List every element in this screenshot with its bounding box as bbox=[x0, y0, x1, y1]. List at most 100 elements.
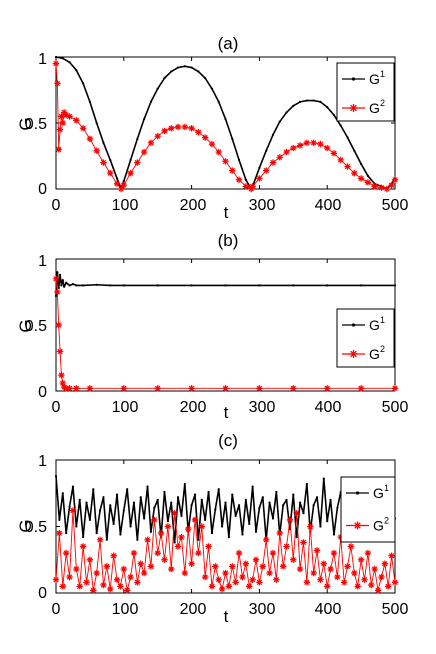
panel-a-series-2-point bbox=[195, 129, 202, 136]
panel-b-series-2-point bbox=[52, 275, 60, 282]
panel-b-ytick-0: 0 bbox=[38, 384, 47, 401]
panel-c-series-2-point bbox=[96, 536, 104, 543]
panel-c-series-1-point bbox=[65, 532, 68, 535]
panel-a-series-1-point bbox=[176, 66, 180, 69]
panel-b-ylabel: G bbox=[16, 319, 35, 332]
panel-a-series-2-point bbox=[310, 139, 317, 146]
panel-c-series-1-point bbox=[329, 498, 332, 501]
panel-b-series-1-point bbox=[56, 271, 59, 274]
panel-c-series-2-point bbox=[327, 565, 334, 573]
panel-b-series-2-point bbox=[86, 385, 94, 392]
panel-c-series-1-point bbox=[146, 485, 149, 488]
panel-c-series-1-point bbox=[254, 530, 258, 533]
panel-a-legend-label-sup-2: 2 bbox=[380, 98, 385, 108]
panel-a-series-2-point bbox=[174, 123, 182, 131]
panel-c-series-1-point bbox=[224, 501, 227, 504]
panel-a-legend-label-1: G bbox=[369, 71, 380, 87]
panel-b-legend-marker-1 bbox=[351, 323, 356, 327]
panel-c-series-2-point bbox=[239, 573, 246, 581]
panel-a-series-2-point bbox=[262, 167, 270, 174]
panel-c-series-1-point bbox=[305, 482, 308, 486]
panel-c-plot: G 1G 2 bbox=[52, 459, 399, 594]
panel-c-series-2-point bbox=[334, 573, 341, 581]
panel-a-series-1-point bbox=[217, 100, 220, 103]
panel-a-series-1-point bbox=[278, 120, 281, 123]
panel-a-series-2-point bbox=[93, 147, 100, 154]
panel-c-series-1-point bbox=[129, 525, 132, 528]
panel-a-series-1-point bbox=[346, 136, 349, 139]
panel-c-series-2-point bbox=[83, 579, 90, 586]
panel-c-series-1-point bbox=[251, 485, 254, 488]
panel-a-series-1-point bbox=[190, 66, 193, 69]
panel-a-series-2-point bbox=[58, 113, 65, 120]
panel-c-series-2-point bbox=[249, 576, 256, 583]
panel-a-series-2-point bbox=[357, 175, 365, 182]
panel-c-xtick-1: 100 bbox=[112, 601, 139, 618]
panel-c-series-2-point bbox=[259, 563, 266, 570]
panel-b-series-1-point bbox=[82, 284, 85, 287]
panel-c-ytick-1: 0.5 bbox=[25, 519, 47, 536]
panel-b-series-1-point bbox=[58, 273, 62, 276]
panel-a-series-2-point bbox=[215, 148, 222, 156]
panel-c-series-1-point bbox=[143, 517, 146, 520]
panel-c-series-2-point bbox=[205, 543, 212, 550]
panel-b-series-2-point bbox=[54, 288, 61, 296]
panel-a-ytick-1: 0.5 bbox=[25, 116, 47, 133]
panel-a-series-1-point bbox=[197, 70, 200, 73]
panel-a-legend-marker-1 bbox=[351, 77, 356, 81]
panel-a-series-1-point bbox=[136, 137, 139, 140]
panel-c-series-1-point bbox=[75, 525, 78, 528]
panel-c-series-1-point bbox=[298, 501, 302, 504]
panel-b-title: (b) bbox=[218, 231, 239, 250]
panel-b-xtick-1: 100 bbox=[112, 399, 139, 416]
panel-c-series-2-point bbox=[317, 576, 324, 583]
panel-b-series-2-point bbox=[59, 379, 66, 387]
panel-c-ytick-2: 1 bbox=[38, 453, 47, 470]
panel-a-series-1-point bbox=[326, 106, 329, 109]
panel-b-series-1-point bbox=[224, 284, 227, 287]
panel-c-series-1-point bbox=[322, 477, 325, 480]
panel-a-series-1-point bbox=[129, 158, 132, 162]
panel-b: (b) G t 0 0.5 1 0 100 200 300 400 500 bbox=[16, 231, 408, 422]
panel-a-series-1-point bbox=[156, 87, 159, 90]
panel-a-series-1-point bbox=[265, 149, 268, 152]
panel-b-series-2-point bbox=[357, 385, 365, 392]
panel-c-series-2-point bbox=[296, 565, 304, 573]
panel-c-series-1-point bbox=[136, 538, 139, 541]
panel-a-ytick-2: 1 bbox=[38, 51, 47, 68]
panel-c-series-1-point bbox=[319, 525, 322, 528]
panel-b-legend-label-2: G bbox=[369, 346, 380, 362]
panel-a-series-2-point bbox=[86, 135, 94, 143]
panel-c-series-2-point bbox=[286, 516, 294, 524]
panel-b-series-1-point bbox=[75, 284, 78, 287]
panel-c-series-2-point bbox=[266, 569, 273, 577]
panel-c-series-1-point bbox=[173, 541, 176, 544]
panel-c-series-2-point bbox=[215, 576, 222, 583]
panel-b-legend-label-sup-2: 2 bbox=[380, 344, 385, 354]
panel-c-series-1-point bbox=[315, 496, 319, 499]
panel-c-series-2-point bbox=[364, 549, 372, 557]
panel-c-series-2-point bbox=[324, 583, 331, 590]
panel-c-series-2-point bbox=[73, 565, 80, 573]
panel-b-legend-marker-2 bbox=[349, 350, 358, 358]
panel-b-xlabel: t bbox=[224, 403, 229, 422]
panel-c-series-2-point bbox=[164, 523, 172, 530]
panel-a-series-1-point bbox=[292, 104, 295, 107]
panel-c-series-2-point bbox=[361, 576, 368, 583]
panel-c-series-1-point bbox=[98, 509, 102, 512]
panel-c: (c) G t 0 0.5 1 0 100 200 300 400 500 bbox=[16, 431, 408, 626]
panel-a-series-2-point bbox=[201, 134, 209, 141]
panel-c-series-2-point bbox=[340, 579, 348, 586]
panel-b-series-2-point bbox=[66, 385, 73, 392]
panel-c-series-1-point bbox=[221, 525, 224, 528]
panel-c-series-2-point bbox=[310, 569, 317, 577]
panel-a-series-1-point bbox=[319, 100, 322, 103]
panel-a-series-2-point bbox=[161, 127, 168, 135]
panel-c-series-1-point bbox=[78, 498, 81, 501]
panel-c-series-1-point bbox=[261, 496, 264, 499]
panel-a-series-1-point bbox=[115, 177, 119, 180]
panel-a-series-2-point bbox=[60, 109, 68, 116]
panel-c-series-1-point bbox=[190, 504, 193, 507]
panel-a-series-1-point bbox=[163, 77, 166, 80]
panel-a-series-2-point bbox=[249, 183, 256, 190]
